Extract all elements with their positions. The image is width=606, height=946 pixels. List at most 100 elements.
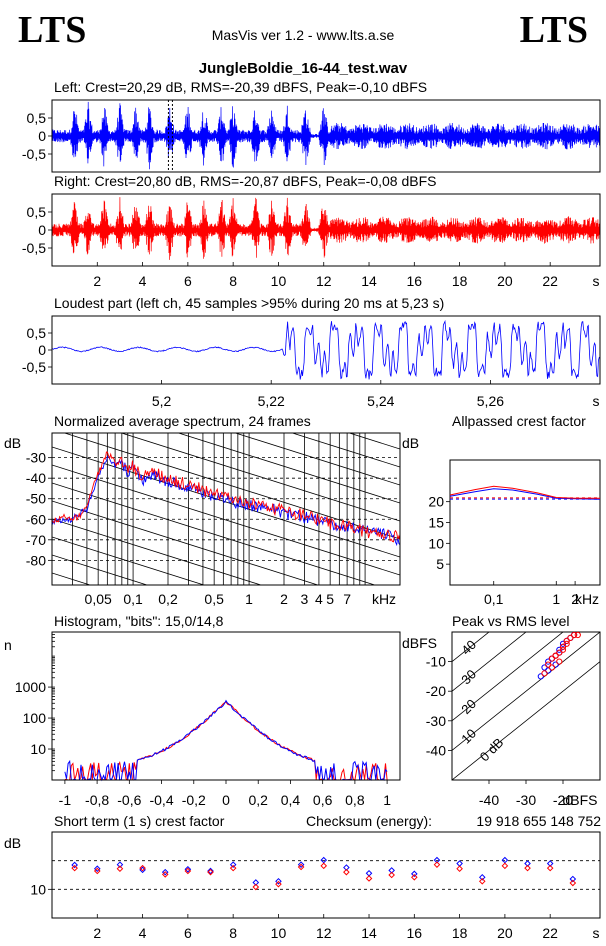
- peakrms-title: Peak vs RMS level: [452, 613, 569, 629]
- shortterm-xtick-label: 22: [542, 925, 558, 941]
- histogram-xtick-label: -0,6: [117, 792, 141, 808]
- loudest-xtick-label: 5,24: [367, 393, 394, 409]
- shortterm-point: [116, 865, 124, 873]
- peakrms-point: [556, 658, 563, 665]
- spectrum-diagonal: [52, 591, 400, 701]
- shortterm-point: [388, 867, 395, 874]
- peakrms-crest-label: 20: [458, 696, 479, 717]
- left-waveform-title: Left: Crest=20,29 dB, RMS=-20,39 dBFS, P…: [54, 79, 427, 95]
- right-waveform-title: Right: Crest=20,80 dB, RMS=-20,87 dBFS, …: [54, 173, 436, 189]
- right-waveform-xtick-label: 4: [139, 273, 147, 289]
- peakrms-point: [552, 652, 559, 659]
- spectrum-diagonal: [234, 433, 400, 486]
- histogram-xtick-label: 0,6: [313, 792, 333, 808]
- histogram-xtick-label: 0,8: [345, 792, 365, 808]
- shortterm-point: [478, 877, 486, 885]
- loudest-ytick-label: -0,5: [22, 359, 46, 375]
- shortterm-point: [297, 861, 305, 868]
- spectrum-ytick-label: -80: [26, 552, 46, 568]
- spectrum-series-0: [51, 455, 401, 547]
- lts-logo-left: LTS: [18, 9, 87, 51]
- right-waveform-xtick-label: 18: [452, 273, 468, 289]
- shortterm-point: [184, 865, 192, 873]
- peakrms-point: [545, 661, 552, 668]
- shortterm-ytick-label: 10: [30, 881, 46, 897]
- right-waveform-xtick-label: 10: [271, 273, 287, 289]
- spectrum-xtick-label: 0,2: [158, 591, 178, 607]
- peakrms-point: [559, 643, 567, 650]
- shortterm-xunit: s: [593, 925, 600, 941]
- spectrum-diagonal: [52, 518, 263, 585]
- peakrms-point: [559, 646, 567, 653]
- peakrms-point: [548, 664, 556, 671]
- allpassed-ytick-label: 20: [428, 494, 444, 510]
- spectrum-xtick-label: 0,5: [204, 591, 224, 607]
- shortterm-point: [320, 856, 328, 864]
- peakrms-xunit: dBFS: [562, 792, 597, 808]
- allpassed-title: Allpassed crest factor: [452, 413, 586, 429]
- spectrum-xtick-label: 5: [326, 591, 334, 607]
- right-waveform-xtick-label: 8: [229, 273, 237, 289]
- spectrum-xtick-label: 2: [280, 591, 288, 607]
- app-title: MasVis ver 1.2 - www.lts.a.se: [211, 27, 395, 43]
- peakrms-point: [574, 631, 581, 639]
- shortterm-point: [139, 864, 146, 872]
- peakrms-crest-label: 0 dB: [477, 735, 507, 765]
- spectrum-diagonals: [52, 433, 400, 737]
- histogram-xtick-label: 0: [222, 792, 230, 808]
- peakrms-point: [559, 640, 567, 647]
- right-waveform-xtick-label: 14: [361, 273, 377, 289]
- right-waveform-xtick-label: 22: [542, 273, 558, 289]
- shortterm-point: [320, 862, 328, 870]
- peakrms-point: [563, 637, 570, 645]
- spectrum-ytick-label: -60: [26, 511, 46, 527]
- spectrum-xtick-label: 1: [245, 591, 253, 607]
- shortterm-xtick-label: 14: [361, 925, 377, 941]
- right-waveform-xunit: s: [593, 273, 600, 289]
- spectrum-diagonal: [120, 433, 400, 522]
- peakrms-crest-line: [452, 661, 600, 780]
- peakrms-ytick-label: -10: [426, 654, 446, 670]
- loudest-xtick-label: 5,2: [152, 393, 172, 409]
- peakrms-point: [537, 673, 544, 680]
- peakrms-point: [556, 649, 563, 656]
- shortterm-xtick-label: 4: [139, 925, 147, 941]
- left-waveform-ytick-label: 0: [38, 128, 46, 144]
- shortterm-point: [365, 869, 373, 877]
- histogram-ytick-label: 10: [30, 741, 46, 757]
- shortterm-point: [501, 862, 509, 870]
- histogram-xtick-label: -0,8: [85, 792, 109, 808]
- peakrms-crest-line: [452, 632, 527, 692]
- spectrum-diagonal: [52, 627, 400, 737]
- loudest-xunit: s: [593, 393, 600, 409]
- shortterm-xtick-label: 18: [452, 925, 468, 941]
- peakrms-ytick-label: -30: [426, 713, 446, 729]
- peakrms-xtick-label: -30: [516, 792, 536, 808]
- shortterm-xtick-label: 10: [271, 925, 287, 941]
- shortterm-point: [275, 880, 282, 888]
- loudest-ytick-label: 0: [38, 342, 46, 358]
- loudest-xtick-label: 5,22: [258, 393, 285, 409]
- shortterm-point: [569, 879, 577, 887]
- file-name: JungleBoldie_16-44_test.wav: [198, 60, 408, 77]
- allpassed-xtick-label: 0,1: [484, 591, 504, 607]
- shortterm-point: [229, 864, 237, 872]
- allpassed-ytick-label: 5: [436, 556, 444, 572]
- spectrum-xunit: kHz: [372, 591, 396, 607]
- shortterm-point: [139, 866, 146, 874]
- shortterm-point: [411, 870, 418, 878]
- right-waveform-xtick-label: 16: [407, 273, 423, 289]
- peakrms-point: [563, 640, 570, 647]
- shortterm-xtick-label: 6: [184, 925, 192, 941]
- right-waveform-xtick-label: 12: [316, 273, 332, 289]
- allpassed-xtick-label: 2: [571, 591, 579, 607]
- peakrms-point: [541, 670, 548, 677]
- right-waveform-ytick-label: 0: [38, 222, 46, 238]
- peakrms-point: [548, 655, 556, 662]
- histogram-xtick-label: -0,2: [182, 792, 206, 808]
- histogram-xtick-label: 0,4: [281, 792, 301, 808]
- lts-logo-right: LTS: [519, 9, 588, 51]
- shortterm-point: [501, 856, 509, 864]
- peakrms-crest-label: 30: [458, 667, 479, 688]
- loudest-trace: [51, 319, 601, 380]
